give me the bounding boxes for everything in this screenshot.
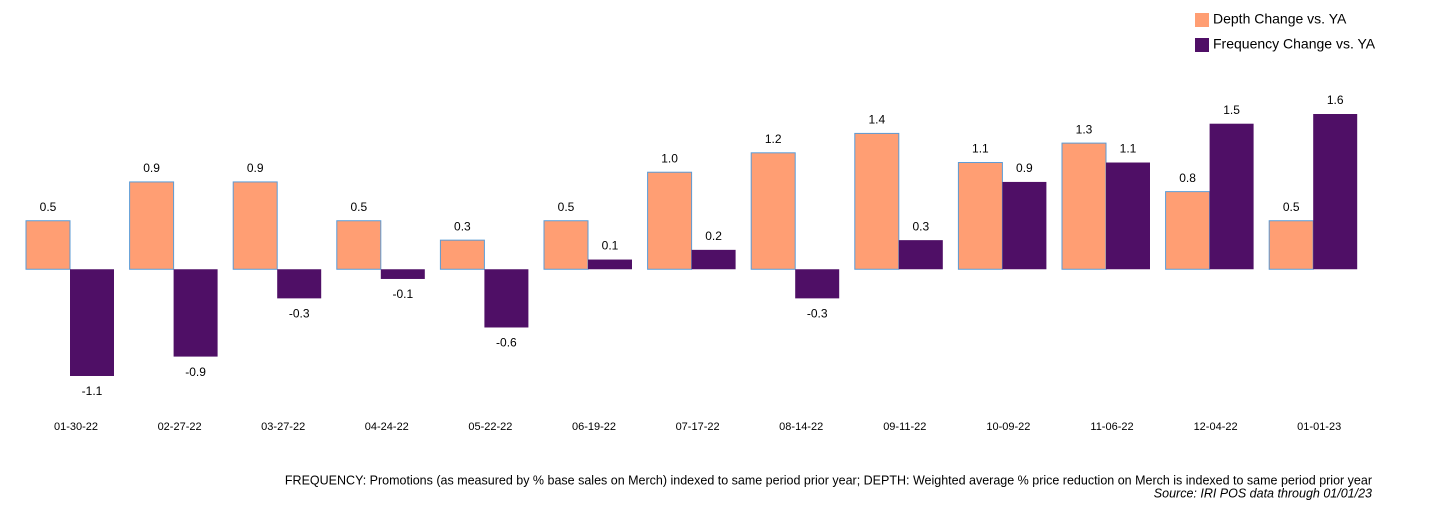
bar [1106,162,1150,270]
value-label: -0.9 [185,365,206,379]
value-label: 0.8 [1179,171,1196,185]
bar [277,269,322,299]
value-label: -0.1 [392,287,413,301]
bar [543,220,589,270]
value-label: 0.5 [1283,200,1300,214]
value-label: 0.1 [602,239,619,253]
x-tick-label: 05-22-22 [468,421,512,433]
value-label: -0.3 [289,307,310,321]
bar [647,171,693,270]
legend-label: Depth Change vs. YA [1213,11,1347,27]
footnote: FREQUENCY: Promotions (as measured by % … [285,473,1372,487]
value-label: 0.2 [705,229,722,243]
bar [25,220,71,270]
bar [129,181,175,270]
bar [173,269,218,357]
bar [898,240,943,270]
bar [336,220,382,270]
legend-swatch [1195,38,1209,52]
bar [691,249,736,270]
x-tick-label: 09-11-22 [883,421,926,433]
x-tick-label: 12-04-22 [1194,421,1238,433]
x-tick-label: 07-17-22 [676,421,720,433]
x-tick-label: 03-27-22 [261,421,305,433]
value-label: 1.5 [1223,103,1240,117]
bar [957,162,1003,270]
bar [380,269,425,279]
value-label: 0.9 [1016,161,1033,175]
bar [1313,114,1358,270]
value-label: -1.1 [82,384,103,398]
bar [1061,142,1107,270]
value-label: 0.5 [350,200,367,214]
value-label: 1.4 [868,113,885,127]
bar [1268,220,1314,270]
value-label: -0.3 [807,307,828,321]
value-label: 0.3 [454,219,471,233]
x-tick-label: 02-27-22 [158,421,202,433]
bar [795,269,840,299]
bar [750,152,796,270]
x-tick-label: 08-14-22 [779,421,823,433]
bar [1002,181,1047,270]
x-tick-label: 01-01-23 [1297,421,1341,433]
bar [484,269,529,328]
x-tick-label: 11-06-22 [1090,421,1133,433]
x-tick-label: 01-30-22 [54,421,98,433]
value-label: 1.0 [661,151,678,165]
bar [1209,123,1254,270]
value-label: 0.3 [912,219,929,233]
value-label: 1.1 [1120,142,1137,156]
value-label: 1.6 [1327,93,1344,107]
source: Source: IRI POS data through 01/01/23 [1154,486,1372,500]
x-tick-label: 10-09-22 [986,421,1030,433]
value-label: -0.6 [496,336,517,350]
bar [70,269,114,376]
bar [232,181,278,270]
value-label: 0.5 [558,200,575,214]
value-label: 0.9 [247,161,264,175]
bar [588,259,632,270]
legend-swatch [1195,13,1209,27]
value-label: 1.3 [1076,122,1093,136]
x-tick-label: 04-24-22 [365,421,409,433]
bar [439,239,485,270]
bar [1165,191,1211,270]
value-label: 0.5 [40,200,57,214]
value-label: 1.1 [972,142,989,156]
value-label: 0.9 [143,161,160,175]
legend-label: Frequency Change vs. YA [1213,36,1376,52]
x-tick-label: 06-19-22 [572,421,616,433]
value-label: 1.2 [765,132,782,146]
bar [854,132,900,270]
